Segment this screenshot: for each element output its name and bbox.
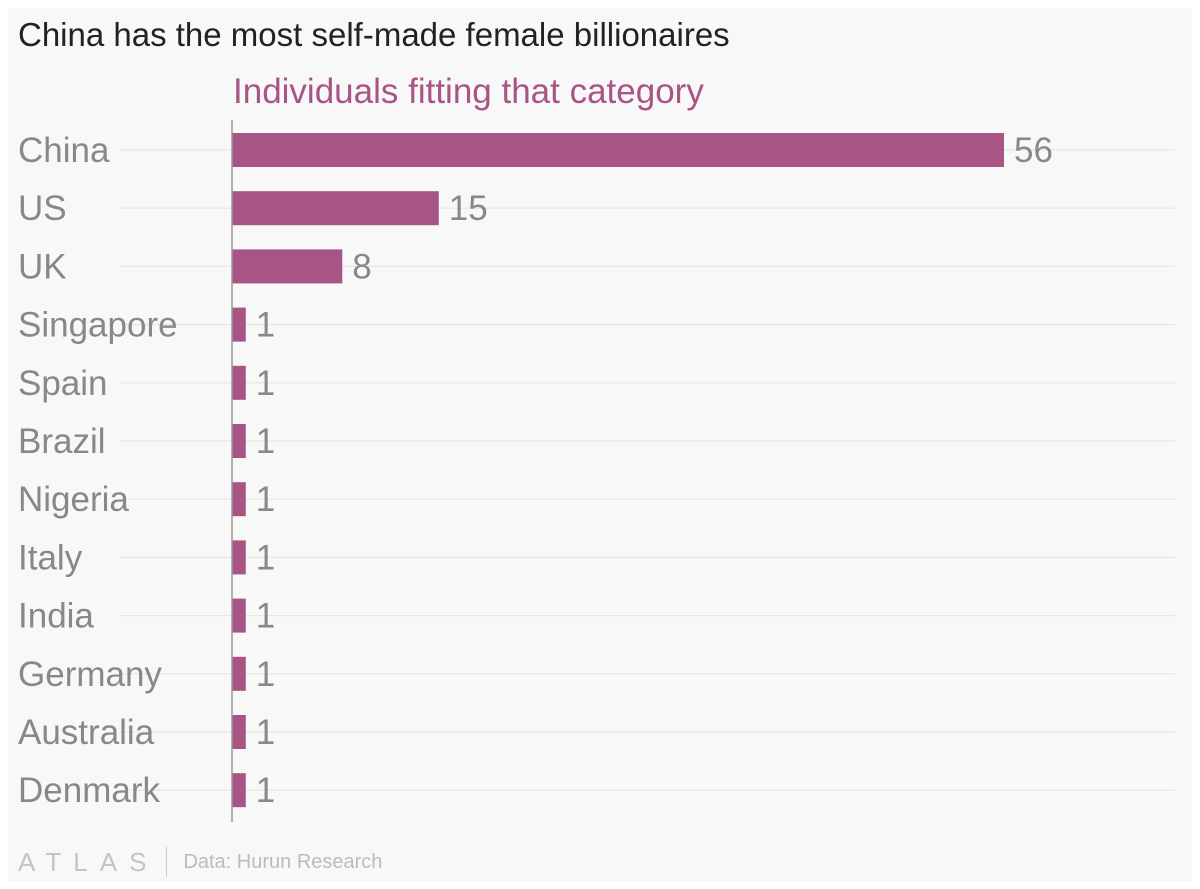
value-label: 1 <box>256 364 275 403</box>
category-label: Italy <box>18 538 83 577</box>
value-label: 1 <box>256 480 275 519</box>
value-label: 1 <box>256 306 275 345</box>
bar-singapore[interactable] <box>232 307 246 342</box>
category-labels: China US UK Singapore Spain Brazil Nigeria Ital… <box>18 131 178 810</box>
value-label: 15 <box>449 189 488 228</box>
category-label: Nigeria <box>18 480 129 519</box>
value-label: 1 <box>256 771 275 810</box>
category-label: Brazil <box>18 422 106 461</box>
source-text: Data: Hurun Research <box>183 850 383 873</box>
grid-lines <box>120 149 1175 791</box>
bar-germany[interactable] <box>232 656 246 691</box>
category-label: Denmark <box>18 771 160 810</box>
atlas-logo[interactable]: ATLAS <box>18 846 159 877</box>
bar-nigeria[interactable] <box>232 482 246 517</box>
footer: ATLAS Data: Hurun Research <box>18 846 382 878</box>
category-label: UK <box>18 247 67 286</box>
bar-australia[interactable] <box>232 715 246 749</box>
series-label: Individuals fitting that category <box>233 72 704 111</box>
category-label: Australia <box>18 713 155 752</box>
value-label: 1 <box>256 713 275 752</box>
chart-title: China has the most self-made female bill… <box>18 16 730 53</box>
value-label: 1 <box>256 538 275 577</box>
category-label: Spain <box>18 364 108 403</box>
category-label: US <box>18 189 67 228</box>
value-label: 56 <box>1014 131 1053 170</box>
category-label: India <box>18 597 94 636</box>
footer-divider <box>166 847 168 877</box>
value-labels: 56 15 8 1 1 1 1 1 1 1 1 1 <box>256 131 1053 810</box>
bar-us[interactable] <box>232 191 439 226</box>
value-label: 8 <box>352 247 371 286</box>
value-label: 1 <box>256 655 275 694</box>
bar-uk[interactable] <box>232 249 343 284</box>
bar-denmark[interactable] <box>232 773 246 808</box>
bar-spain[interactable] <box>232 365 246 400</box>
bar-italy[interactable] <box>232 540 246 575</box>
value-label: 1 <box>256 422 275 461</box>
category-label: China <box>18 131 110 170</box>
bar-india[interactable] <box>232 598 246 633</box>
category-label: Singapore <box>18 306 178 345</box>
bar-china[interactable] <box>232 133 1004 167</box>
bar-brazil[interactable] <box>232 424 246 458</box>
category-label: Germany <box>18 655 162 694</box>
value-label: 1 <box>256 597 275 636</box>
bars <box>232 133 1004 808</box>
